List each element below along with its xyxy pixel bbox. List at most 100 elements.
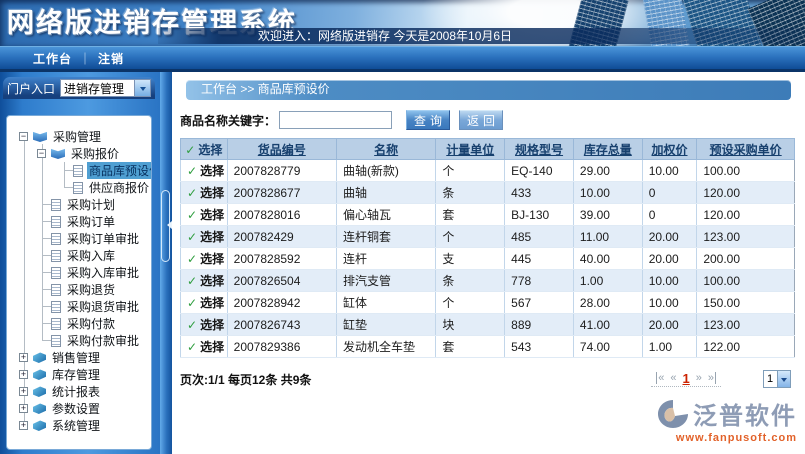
row-select-link[interactable]: 选择 (200, 296, 225, 310)
cell-weighted: 20.00 (641, 313, 697, 336)
menu-separator: ｜ (79, 51, 92, 66)
tree-item-purchase-inbound-approval[interactable]: 采购入库审批 (7, 264, 151, 281)
row-select-link[interactable]: 选择 (200, 164, 225, 178)
table-row: 选择 200782429 连杆铜套 个 485 11.00 20.00 123.… (180, 225, 795, 248)
col-header-name: 名称 (335, 138, 437, 160)
cell-preset: 100.00 (696, 269, 795, 292)
menu-logout[interactable]: 注销 (98, 51, 125, 66)
prev-page-icon[interactable] (670, 372, 676, 385)
nav-tree-panel: 采购管理 采购报价 商品库预设价 供应商报价 采购计划 (6, 115, 152, 450)
row-select-link[interactable]: 选择 (200, 230, 225, 244)
cell-name: 曲轴(新款) (335, 159, 436, 182)
cell-name: 偏心轴瓦 (335, 203, 436, 226)
document-icon (73, 164, 83, 177)
portal-select[interactable]: 进销存管理 (60, 79, 151, 97)
cell-spec: 445 (504, 247, 574, 270)
row-select-link[interactable]: 选择 (200, 340, 225, 354)
menu-workbench[interactable]: 工作台 (33, 51, 73, 66)
cell-stock: 39.00 (572, 203, 643, 226)
cell-stock: 74.00 (572, 335, 643, 358)
cell-spec: BJ-130 (504, 203, 574, 226)
tree-item-purchase-mgmt[interactable]: 采购管理 (7, 128, 151, 145)
cell-name: 缸垫 (335, 313, 436, 336)
cell-preset: 200.00 (696, 247, 795, 270)
page-select[interactable]: 1 (763, 370, 791, 388)
pagination-info: 页次:1/1 每页12条 共9条 (180, 372, 312, 387)
chevron-down-icon (777, 371, 790, 387)
cell-code: 2007826743 (226, 313, 337, 336)
tree-item-purchase-quote[interactable]: 采购报价 (7, 145, 151, 162)
tree-item-sales-mgmt[interactable]: 销售管理 (7, 349, 151, 366)
tree-item-system-mgmt[interactable]: 系统管理 (7, 417, 151, 434)
document-icon (51, 215, 61, 228)
col-header-select: 选择 (180, 138, 228, 160)
collapse-sidebar-handle[interactable] (161, 190, 172, 262)
tree-guide-line (64, 162, 65, 188)
cell-spec: 778 (504, 269, 574, 292)
tree-item-purchase-inbound[interactable]: 采购入库 (7, 247, 151, 264)
last-page-icon[interactable] (708, 372, 716, 385)
row-select-link[interactable]: 选择 (200, 186, 225, 200)
chevron-down-icon[interactable] (134, 80, 150, 96)
cell-stock: 10.00 (572, 181, 643, 204)
keyword-input[interactable] (279, 111, 393, 129)
cell-code: 2007828016 (226, 203, 337, 226)
tree-item-inventory-mgmt[interactable]: 库存管理 (7, 366, 151, 383)
tree-item-parameter-settings[interactable]: 参数设置 (7, 400, 151, 417)
product-price-table: 选择 货品编号 名称 计量单位 规格型号 库存总量 加权价 预设采购单价 选择 … (180, 138, 795, 358)
back-button[interactable]: 返回 (459, 110, 504, 130)
cell-weighted: 0 (641, 203, 697, 226)
row-select-link[interactable]: 选择 (200, 274, 225, 288)
tree-item-purchase-payment-approval[interactable]: 采购付款审批 (7, 332, 151, 349)
tree-item-purchase-plan[interactable]: 采购计划 (7, 196, 151, 213)
vendor-brand: 泛普软件 www.fanpusoft.com (657, 396, 797, 444)
col-header-spec: 规格型号 (504, 138, 574, 160)
tree-item-purchase-return-approval[interactable]: 采购退货审批 (7, 298, 151, 315)
tree-item-purchase-return[interactable]: 采购退货 (7, 281, 151, 298)
cell-name: 连杆 (335, 247, 436, 270)
table-row: 选择 2007828016 偏心轴瓦 套 BJ-130 39.00 0 120.… (180, 203, 795, 226)
cell-unit: 个 (435, 159, 505, 182)
current-page-number[interactable]: 1 (682, 370, 690, 386)
cell-stock: 1.00 (572, 269, 643, 292)
cell-unit: 个 (435, 291, 505, 314)
table-header-row: 选择 货品编号 名称 计量单位 规格型号 库存总量 加权价 预设采购单价 (180, 138, 795, 160)
tree-item-statistics-report[interactable]: 统计报表 (7, 383, 151, 400)
plus-icon[interactable] (19, 370, 28, 379)
cell-unit: 套 (435, 203, 505, 226)
cell-unit: 条 (435, 269, 505, 292)
fanpu-logo-icon (658, 399, 688, 428)
brand-url[interactable]: www.fanpusoft.com (675, 432, 797, 444)
tree-item-purchase-payment[interactable]: 采购付款 (7, 315, 151, 332)
cell-code: 200782429 (226, 225, 337, 248)
first-page-icon[interactable] (656, 372, 664, 385)
cell-unit: 块 (435, 313, 505, 336)
query-button[interactable]: 查询 (406, 110, 451, 130)
document-icon (51, 232, 61, 245)
portal-bar: 门户入口 进销存管理 (3, 77, 155, 99)
plus-icon[interactable] (19, 404, 28, 413)
plus-icon[interactable] (19, 421, 28, 430)
sidebar-splitter[interactable] (160, 72, 172, 454)
plus-icon[interactable] (19, 353, 28, 362)
row-select-link[interactable]: 选择 (200, 252, 225, 266)
next-page-icon[interactable] (696, 372, 702, 385)
document-icon (51, 198, 61, 211)
cell-code: 2007826504 (226, 269, 337, 292)
cell-code: 2007829386 (226, 335, 337, 358)
minus-icon[interactable] (37, 149, 46, 158)
cell-unit: 个 (435, 225, 505, 248)
minus-icon[interactable] (19, 132, 28, 141)
tree-item-product-preset-price[interactable]: 商品库预设价 (7, 162, 151, 179)
tree-item-purchase-order-approval[interactable]: 采购订单审批 (7, 230, 151, 247)
closed-book-icon (33, 369, 46, 380)
plus-icon[interactable] (19, 387, 28, 396)
row-select-link[interactable]: 选择 (200, 208, 225, 222)
tree-item-supplier-quote[interactable]: 供应商报价 (7, 179, 151, 196)
cell-spec: 433 (504, 181, 574, 204)
table-row: 选择 2007828779 曲轴(新款) 个 EQ-140 29.00 10.0… (180, 159, 795, 182)
tree-guide-line (24, 136, 25, 425)
cell-preset: 120.00 (696, 203, 795, 226)
tree-item-purchase-order[interactable]: 采购订单 (7, 213, 151, 230)
row-select-link[interactable]: 选择 (200, 318, 225, 332)
